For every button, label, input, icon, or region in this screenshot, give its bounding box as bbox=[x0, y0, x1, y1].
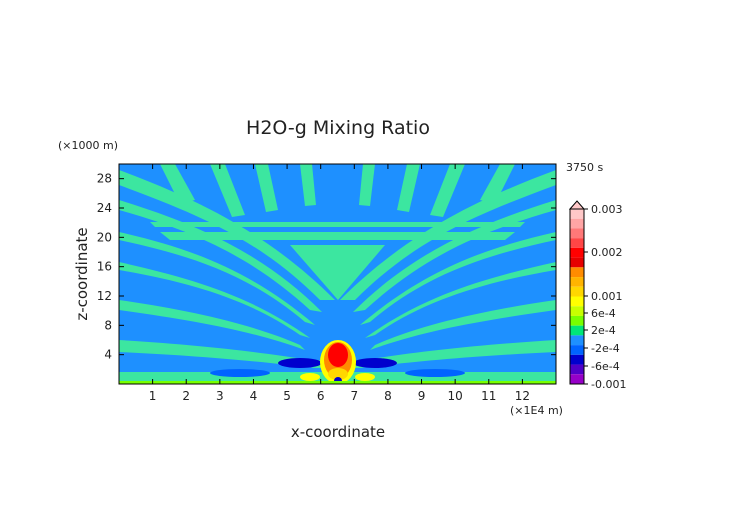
negative-lobe-far-left bbox=[210, 369, 270, 377]
time-label: 3750 s bbox=[566, 161, 603, 174]
colorbar-swatch bbox=[570, 228, 584, 239]
colorbar-swatch bbox=[570, 286, 584, 297]
plume-base bbox=[328, 368, 348, 380]
y-tick-label: 28 bbox=[97, 172, 112, 186]
x-axis-unit: (×1E4 m) bbox=[510, 404, 563, 417]
colorbar-swatch bbox=[570, 218, 584, 229]
y-tick-label: 12 bbox=[97, 289, 112, 303]
positive-lobe-left bbox=[300, 373, 320, 381]
colorbar-swatch bbox=[570, 277, 584, 287]
surface-strip bbox=[119, 381, 556, 384]
negative-lobe-left bbox=[278, 358, 322, 368]
colorbar-swatch bbox=[570, 315, 584, 326]
x-tick-label: 5 bbox=[283, 389, 291, 403]
colorbar-swatch bbox=[570, 374, 584, 384]
colorbar-swatch bbox=[570, 306, 584, 316]
negative-lobe-right bbox=[353, 358, 397, 368]
x-tick-label: 1 bbox=[149, 389, 157, 403]
colorbar-label: 0.001 bbox=[591, 290, 623, 303]
plot-frame bbox=[118, 163, 557, 385]
colorbar-swatch bbox=[570, 238, 584, 248]
colorbar-label: 2e-4 bbox=[591, 324, 616, 337]
colorbar-extend-arrow bbox=[568, 200, 586, 210]
y-axis-unit: (×1000 m) bbox=[58, 139, 118, 152]
colorbar-swatch bbox=[570, 325, 584, 336]
x-tick-label: 7 bbox=[350, 389, 358, 403]
colorbar-swatch bbox=[570, 209, 584, 219]
colorbar-swatch bbox=[570, 364, 584, 375]
colorbar-label: -0.001 bbox=[591, 378, 626, 391]
colorbar-swatch bbox=[570, 345, 584, 355]
y-axis-label: z-coordinate bbox=[73, 227, 91, 320]
colorbar-swatch bbox=[570, 354, 584, 365]
x-tick-label: 3 bbox=[216, 389, 224, 403]
colorbar-label: 6e-4 bbox=[591, 307, 616, 320]
y-tick-label: 4 bbox=[104, 348, 112, 362]
x-tick-label: 11 bbox=[481, 389, 496, 403]
colorbar-swatch bbox=[570, 335, 584, 346]
negative-lobe-far-right bbox=[405, 369, 465, 377]
x-tick-label: 8 bbox=[384, 389, 392, 403]
plume-core bbox=[328, 343, 348, 367]
x-tick-label: 12 bbox=[515, 389, 530, 403]
y-tick-label: 24 bbox=[97, 201, 112, 215]
x-axis-ticks: 1 2 3 4 5 6 7 8 9 10 11 12 bbox=[149, 164, 530, 403]
colorbar-label: -2e-4 bbox=[591, 342, 620, 355]
y-tick-label: 8 bbox=[104, 318, 112, 332]
y-tick-label: 20 bbox=[97, 230, 112, 244]
colorbar-swatch bbox=[570, 296, 584, 307]
colorbar-label: -6e-4 bbox=[591, 360, 620, 373]
y-tick-label: 16 bbox=[97, 260, 112, 274]
y-axis-ticks: 4 8 12 16 20 24 28 bbox=[97, 172, 556, 362]
x-tick-label: 6 bbox=[317, 389, 325, 403]
x-tick-label: 10 bbox=[448, 389, 463, 403]
contour-plot-area bbox=[119, 164, 556, 384]
colorbar-label: 0.003 bbox=[591, 203, 623, 216]
x-axis-label: x-coordinate bbox=[291, 423, 385, 441]
colorbar-swatch bbox=[570, 257, 584, 268]
colorbar-swatch bbox=[570, 247, 584, 258]
x-tick-label: 9 bbox=[418, 389, 426, 403]
colorbar-swatch bbox=[570, 267, 584, 278]
x-tick-label: 4 bbox=[250, 389, 258, 403]
positive-lobe-right bbox=[355, 373, 375, 381]
colorbar-label: 0.002 bbox=[591, 246, 623, 259]
chart-title: H2O-g Mixing Ratio bbox=[246, 117, 430, 139]
colorbar: 0.003 0.002 0.001 6e-4 2e-4 -2e-4 -6e-4 -0.001 bbox=[568, 200, 626, 391]
x-tick-label: 2 bbox=[182, 389, 190, 403]
